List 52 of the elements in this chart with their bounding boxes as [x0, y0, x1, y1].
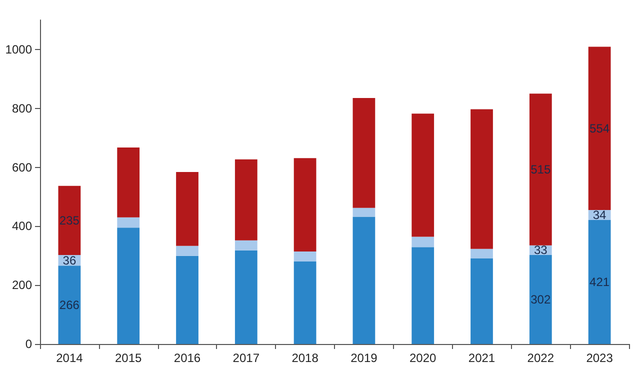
bar — [234, 240, 258, 250]
bar — [117, 228, 140, 344]
x-tick-label: 2014 — [56, 351, 84, 365]
data-label: 235 — [59, 213, 80, 228]
data-label: 554 — [590, 121, 610, 136]
data-label: 34 — [592, 208, 607, 222]
bar — [176, 172, 198, 246]
bar — [58, 266, 81, 344]
data-label: 515 — [530, 162, 551, 176]
bar — [529, 94, 552, 246]
bar — [352, 208, 376, 217]
bar — [294, 252, 316, 262]
bar — [294, 158, 316, 252]
y-tick-label: 800 — [12, 101, 32, 116]
y-tick-label: 200 — [12, 278, 32, 292]
x-tick-label: 2023 — [586, 351, 614, 365]
bar — [58, 186, 81, 256]
bar — [412, 114, 434, 237]
y-tick-label: 400 — [12, 219, 32, 234]
x-tick-label: 2021 — [468, 351, 496, 365]
data-label: 302 — [530, 292, 551, 307]
x-tick-label: 2015 — [115, 351, 142, 365]
bar — [588, 46, 611, 210]
y-tick-label: 1000 — [5, 42, 32, 56]
bar — [529, 255, 552, 344]
bar — [234, 250, 258, 344]
x-tick-label: 2018 — [292, 351, 319, 365]
bar — [176, 246, 198, 256]
data-label: 36 — [62, 253, 76, 268]
bar — [470, 248, 493, 258]
bar — [294, 262, 316, 344]
bar — [352, 98, 376, 208]
data-label: 33 — [534, 243, 548, 258]
x-tick-label: 2019 — [350, 351, 378, 365]
bar — [412, 236, 434, 248]
x-tick-label: 2017 — [232, 351, 260, 365]
bar — [117, 148, 140, 218]
data-label: 266 — [59, 298, 80, 312]
bar — [412, 247, 434, 344]
bar — [588, 220, 611, 344]
bar — [117, 217, 140, 228]
bar — [234, 159, 258, 240]
y-tick-label: 600 — [12, 160, 32, 174]
data-label: 421 — [590, 275, 610, 289]
bar — [470, 258, 493, 344]
x-tick-label: 2016 — [174, 351, 201, 365]
bar — [176, 256, 198, 344]
x-tick-label: 2020 — [410, 351, 437, 365]
y-tick-label: 0 — [25, 337, 32, 351]
x-tick-label: 2022 — [527, 351, 554, 365]
bar — [352, 216, 376, 344]
bar — [470, 109, 493, 249]
